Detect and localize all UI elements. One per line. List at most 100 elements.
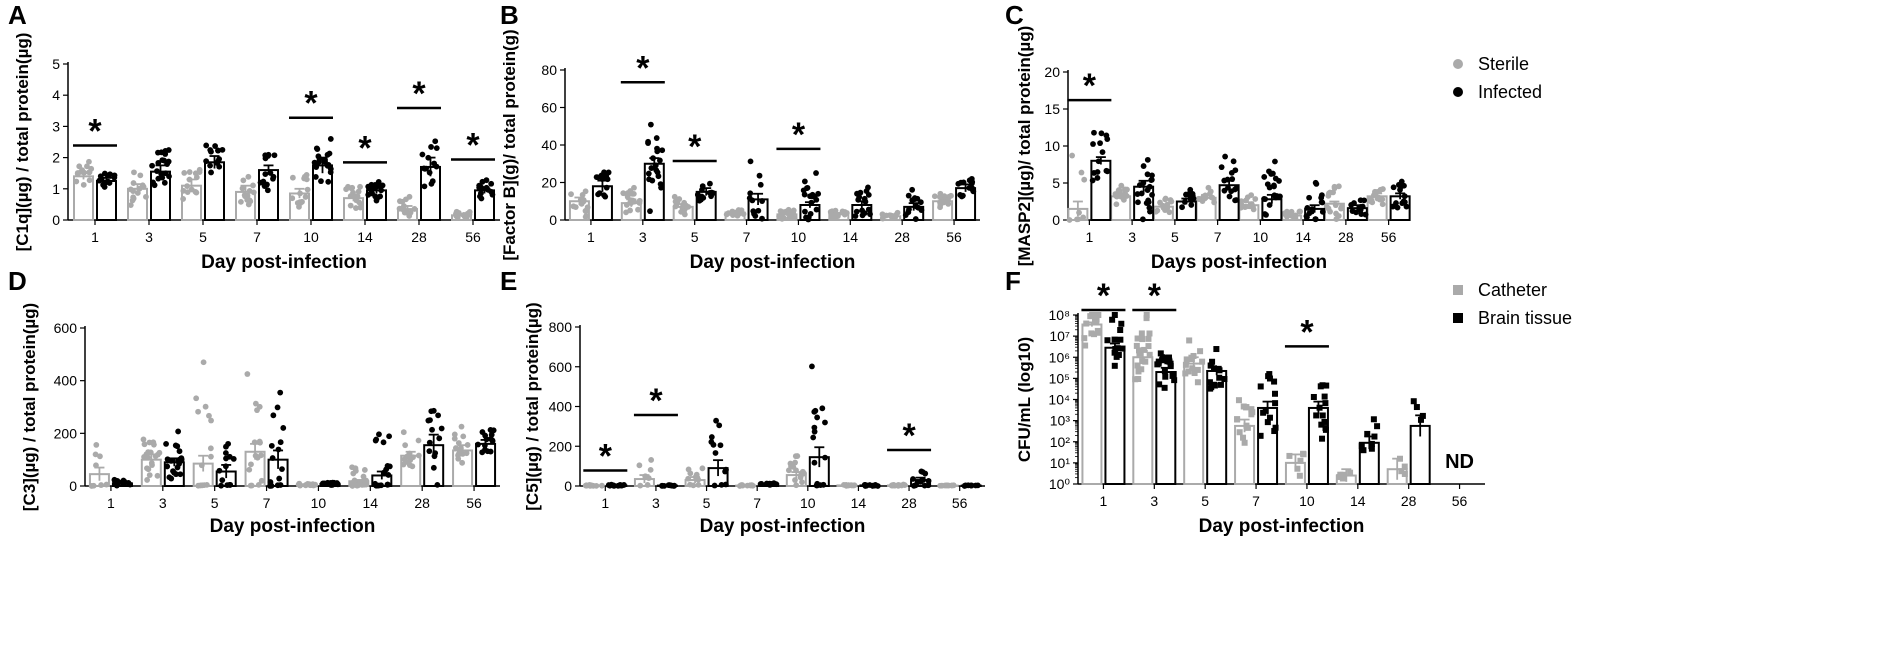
data-point bbox=[1138, 330, 1145, 337]
data-point bbox=[740, 211, 747, 217]
data-point bbox=[1094, 175, 1101, 181]
data-point bbox=[1309, 206, 1316, 213]
data-point bbox=[635, 206, 641, 213]
data-point bbox=[150, 179, 156, 186]
data-point bbox=[1303, 213, 1310, 220]
legend-c: Sterile Infected bbox=[1453, 54, 1542, 102]
data-point bbox=[1216, 374, 1223, 381]
y-tick-label: 4 bbox=[52, 87, 60, 103]
data-point bbox=[1410, 398, 1417, 405]
x-tick-label: 10 bbox=[303, 229, 319, 245]
data-point bbox=[1348, 202, 1355, 208]
x-tick-label: 28 bbox=[411, 229, 427, 245]
x-axis-label: Day post-infection bbox=[210, 516, 376, 537]
data-point bbox=[380, 439, 387, 446]
data-point bbox=[815, 190, 822, 197]
data-point bbox=[1297, 208, 1304, 215]
data-point bbox=[1091, 129, 1097, 136]
data-point bbox=[436, 435, 443, 442]
data-point bbox=[164, 463, 171, 470]
data-point bbox=[219, 477, 226, 484]
data-point bbox=[819, 405, 826, 412]
data-point bbox=[162, 148, 169, 154]
data-point bbox=[176, 448, 183, 455]
data-point bbox=[276, 475, 283, 482]
x-tick-label: 1 bbox=[107, 495, 115, 511]
data-point bbox=[1358, 443, 1365, 450]
data-point bbox=[1244, 424, 1251, 431]
significance-star: * bbox=[304, 85, 318, 123]
legend-marker bbox=[1453, 285, 1463, 295]
data-point bbox=[1135, 375, 1142, 382]
significance-star: * bbox=[902, 417, 916, 455]
data-point bbox=[1319, 412, 1326, 419]
data-point bbox=[1111, 362, 1118, 369]
data-point bbox=[101, 170, 108, 177]
data-point bbox=[186, 169, 193, 175]
data-point bbox=[488, 180, 495, 187]
data-point bbox=[1191, 370, 1198, 377]
data-point bbox=[1300, 451, 1307, 458]
data-point bbox=[201, 482, 208, 489]
data-point bbox=[137, 172, 144, 179]
data-point bbox=[1248, 406, 1255, 413]
data-point bbox=[1153, 208, 1159, 215]
data-point bbox=[193, 189, 200, 196]
x-tick-label: 7 bbox=[253, 229, 261, 245]
data-point bbox=[671, 193, 678, 200]
data-point bbox=[813, 170, 819, 176]
x-tick-label: 28 bbox=[414, 495, 430, 511]
data-point bbox=[1120, 196, 1127, 203]
panel-letter: C bbox=[1005, 0, 1024, 30]
data-point bbox=[1304, 205, 1311, 211]
data-point bbox=[1312, 216, 1319, 223]
data-point bbox=[1136, 350, 1143, 357]
x-tick-label: 10 bbox=[1253, 229, 1269, 245]
significance-star: * bbox=[88, 112, 102, 150]
data-point bbox=[1069, 152, 1076, 159]
data-point bbox=[419, 151, 426, 158]
data-point bbox=[1207, 362, 1214, 369]
data-point bbox=[155, 149, 161, 156]
data-point bbox=[1111, 312, 1118, 318]
data-point bbox=[312, 161, 319, 168]
data-point bbox=[425, 417, 432, 424]
y-tick-label: 3 bbox=[52, 118, 60, 134]
data-point bbox=[207, 162, 213, 169]
data-point bbox=[910, 476, 916, 482]
data-point bbox=[219, 146, 226, 153]
data-point bbox=[1322, 425, 1329, 432]
data-point bbox=[1168, 198, 1175, 205]
y-axis-label: [Factor B](g)/ total protein(g) bbox=[500, 29, 519, 260]
data-point bbox=[1271, 378, 1278, 385]
data-point bbox=[1082, 342, 1089, 349]
data-point bbox=[716, 422, 723, 429]
data-point bbox=[1269, 170, 1276, 177]
x-tick-label: 5 bbox=[211, 495, 219, 511]
data-point bbox=[888, 482, 895, 489]
data-point bbox=[1322, 400, 1329, 407]
data-point bbox=[131, 169, 137, 176]
data-point bbox=[421, 183, 428, 190]
data-point bbox=[1261, 174, 1268, 180]
data-point bbox=[195, 408, 202, 415]
data-point bbox=[583, 207, 590, 214]
data-point bbox=[261, 183, 268, 189]
data-point bbox=[1333, 210, 1339, 217]
data-point bbox=[1370, 416, 1377, 423]
data-point bbox=[1337, 471, 1344, 478]
data-point bbox=[1090, 141, 1096, 147]
x-tick-label: 14 bbox=[357, 229, 373, 245]
data-point bbox=[1230, 158, 1237, 165]
data-point bbox=[175, 428, 182, 435]
data-point bbox=[1148, 177, 1155, 183]
data-point bbox=[1118, 320, 1125, 327]
legend-marker bbox=[1453, 313, 1463, 323]
data-point bbox=[1099, 149, 1106, 156]
data-point bbox=[88, 483, 95, 489]
data-point bbox=[1171, 377, 1178, 384]
data-point bbox=[969, 185, 975, 191]
data-point bbox=[262, 171, 269, 178]
data-point bbox=[1321, 393, 1328, 400]
data-point bbox=[853, 208, 860, 215]
